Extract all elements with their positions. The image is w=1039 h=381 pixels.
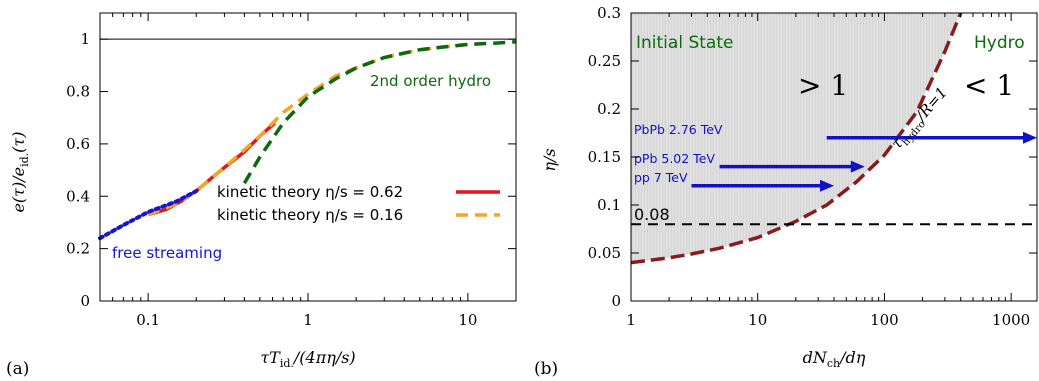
x-tick-label-1000: 1000 [992,311,1030,329]
initial-state-shaded-region [631,13,961,263]
y-tick-label-0: 0 [611,292,621,310]
panel-a-label: (a) [6,359,29,379]
y-tick-label-0-1: 0.1 [597,196,621,214]
region-initial-state: Initial State [636,33,733,53]
x-tick-label-10: 10 [458,311,477,329]
x-tick-label-1: 1 [626,311,636,329]
annotation-2nd-order-hydro: 2nd order hydro [370,72,491,90]
arrow-ppb-5-02-tev [719,160,865,173]
region-greater-than-one: > 1 [798,69,848,102]
series-2nd-order-hydro [242,40,517,185]
panel-b-ylabel: η/s [540,148,559,171]
x-tick-label-1: 1 [303,311,313,329]
boundary-curve [630,12,963,265]
panel-a-ylabel: e(τ)/eid.(τ) [9,131,31,212]
arrow-head [850,160,865,173]
panel-b-plot-area: PbPb 2.76 TeV pPb 5.02 TeV pp 7 TeV [630,12,1037,265]
panel-a-ticks: 0.1 1 10 0 0.2 0.4 0.6 0.8 1 [66,13,516,329]
arrow-label-pbpb-2-76-tev: PbPb 2.76 TeV [634,122,723,137]
arrow-head [1023,131,1037,144]
legend-entry-eta-016: kinetic theory η/s = 0.16 [217,206,500,224]
y-tick-label-0-2: 0.2 [66,240,90,258]
y-tick-label-0-15: 0.15 [588,148,621,166]
arrow-head [820,179,834,192]
panel-b-label: (b) [534,359,558,379]
y-tick-label-0-05: 0.05 [588,244,621,262]
panel-b-xlabel: dNch/dη [803,348,866,370]
panel-a-xlabel: τTid./(4πη/s) [260,348,355,370]
panel-b: PbPb 2.76 TeV pPb 5.02 TeV pp 7 TeV 1 10 100… [534,4,1038,379]
arrow-pp-7-tev [691,179,834,192]
annotation-free-streaming: free streaming [112,244,222,262]
arrow-label-pp-7-tev: pp 7 TeV [634,170,688,185]
y-tick-label-0: 0 [80,292,90,310]
y-tick-label-0-25: 0.25 [588,52,621,70]
x-tick-label-10: 10 [748,311,767,329]
y-tick-label-0-8: 0.8 [66,83,90,101]
legend-label-eta-062: kinetic theory η/s = 0.62 [217,183,403,201]
y-tick-label-1: 1 [80,30,90,48]
region-hydro: Hydro [974,33,1025,53]
y-tick-label-0-2: 0.2 [597,100,621,118]
reference-value-label: 0.08 [634,205,670,224]
x-tick-label-100: 100 [870,311,899,329]
arrow-pbpb-2-76-tev [826,131,1037,144]
x-tick-label-0-1: 0.1 [136,311,160,329]
panel-b-ticks: 1 10 100 1000 0 0.05 0.1 0.15 0.2 0.25 0.3 [588,4,1037,329]
panel-a-legend: kinetic theory η/s = 0.62 kinetic theory… [217,183,500,224]
y-tick-label-0-4: 0.4 [66,187,90,205]
region-less-than-one: < 1 [964,69,1014,102]
series-free-streaming [98,189,199,241]
y-tick-label-0-6: 0.6 [66,135,90,153]
legend-entry-eta-062: kinetic theory η/s = 0.62 [217,183,500,201]
y-tick-label-0-3: 0.3 [597,4,621,22]
arrow-label-ppb-5-02-tev: pPb 5.02 TeV [634,151,715,166]
panel-a: 0.1 1 10 0 0.2 0.4 0.6 0.8 1 kinetic theory η/s … [6,12,517,379]
panel-a-plot-area [98,38,517,241]
legend-label-eta-016: kinetic theory η/s = 0.16 [217,206,403,224]
